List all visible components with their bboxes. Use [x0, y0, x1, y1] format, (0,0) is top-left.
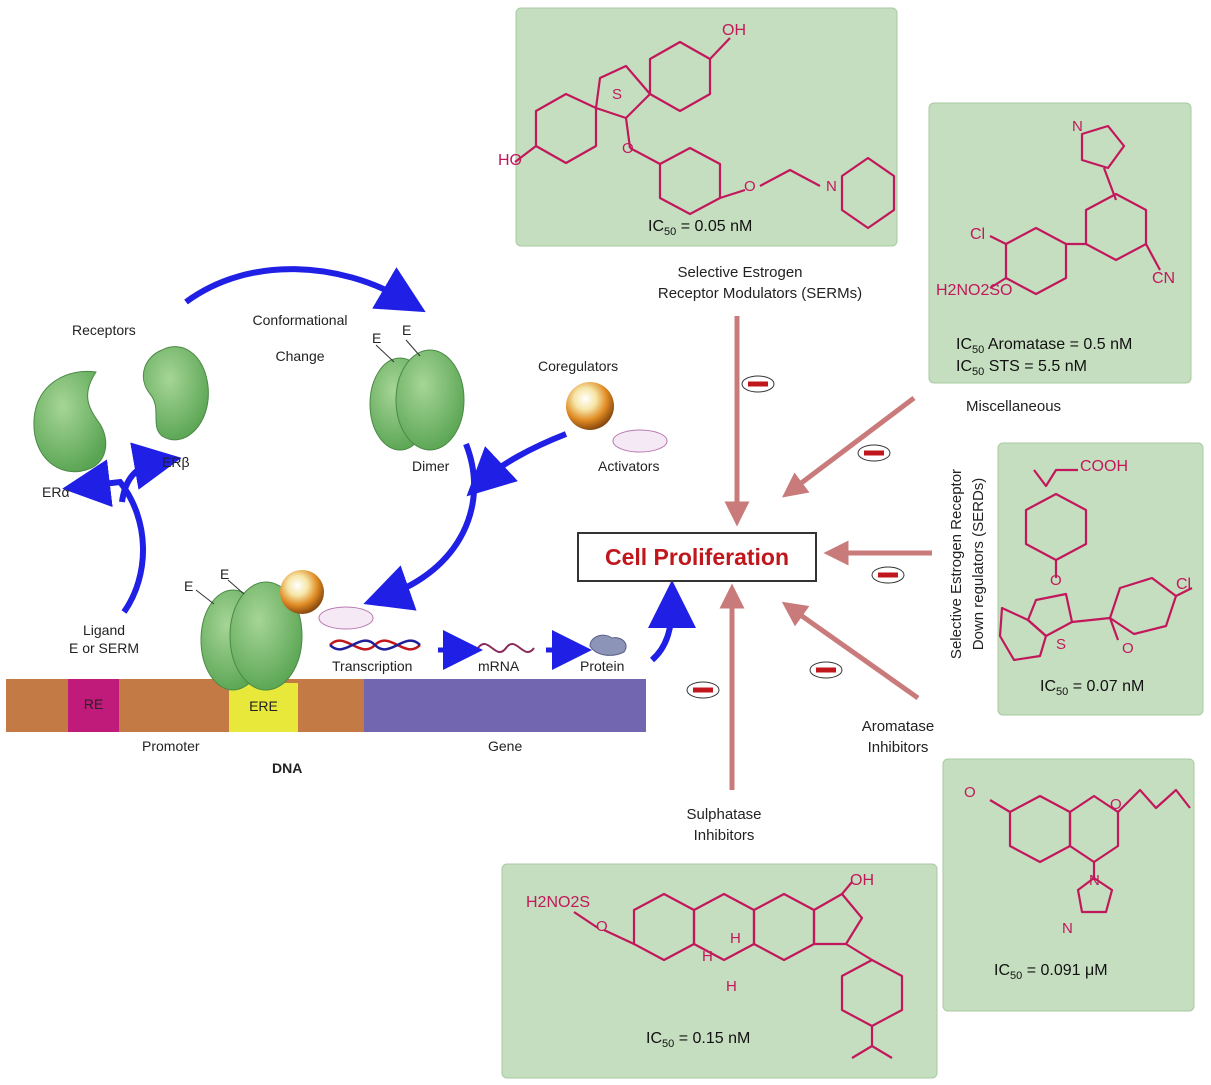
- bound-activator-shape: [318, 606, 374, 630]
- mrna-label: mRNA: [478, 658, 520, 674]
- serd-ic50: IC50 = 0.07 nM: [1040, 678, 1145, 699]
- re-label: RE: [83, 696, 104, 712]
- serm-compound-box: [515, 7, 898, 247]
- chem-n-ai-1: N: [1089, 872, 1100, 889]
- dna-re-segment: [68, 679, 119, 732]
- conformational-label: Conformational: [252, 312, 348, 328]
- chem-o-serd-1: O: [1050, 572, 1062, 589]
- ai-ic50: IC50 = 0.091 μM: [994, 962, 1108, 983]
- chemical-structures: [514, 37, 1193, 1059]
- misc-compound-box: [928, 102, 1192, 384]
- serd-label-line2: Down regulators (SERDs): [970, 477, 987, 651]
- dna-label: DNA: [272, 760, 303, 776]
- chem-h-sulf-3: H: [702, 948, 713, 965]
- inhibition-arrows: [719, 316, 932, 790]
- mrna-icon: [477, 643, 535, 653]
- ere-label: ERE: [249, 698, 278, 714]
- chem-cn-misc: CN: [1152, 270, 1176, 287]
- ai-label-line2: Inhibitors: [867, 739, 929, 756]
- ligand-sub-label: E or SERM: [68, 640, 139, 656]
- activator-shape: [612, 429, 668, 453]
- cell-proliferation-box: Cell Proliferation: [577, 532, 817, 582]
- ai-label-line1: Aromatase: [861, 718, 935, 735]
- misc-ic50-aromatase: IC50 Aromatase = 0.5 nM: [956, 336, 1133, 357]
- chem-o-sulf: O: [596, 918, 608, 935]
- change-label: Change: [275, 348, 325, 364]
- sulf-compound-box: [501, 863, 938, 1079]
- dna-ere-segment: [229, 683, 298, 732]
- er-alpha-shape: [33, 370, 107, 473]
- serm-label-line2: Receptor Modulators (SERMs): [657, 285, 863, 302]
- serm-ic50: IC50 = 0.05 nM: [648, 218, 753, 239]
- sulf-label-line1: Sulphatase: [686, 806, 762, 823]
- coregulators-label: Coregulators: [538, 358, 619, 374]
- ai-compound-box: [942, 758, 1195, 1012]
- gene-label: Gene: [488, 738, 523, 754]
- dna-promoter-bar: [6, 679, 364, 732]
- chem-oh-serm: OH: [722, 22, 746, 39]
- dna-helix-icon: [329, 639, 421, 651]
- chem-cl-serd: Cl: [1176, 576, 1192, 593]
- chem-oh-sulf: OH: [850, 872, 874, 889]
- chem-o-serm-2: O: [744, 178, 756, 195]
- dimer-right: [395, 349, 465, 451]
- dna-gene-bar: [364, 679, 646, 732]
- coregulator-sphere: [566, 382, 614, 430]
- chem-s-serd: S: [1056, 636, 1067, 653]
- er-alpha-label: ERα: [42, 484, 70, 500]
- chem-o-ai-2: O: [1110, 796, 1122, 813]
- er-beta-shape: [142, 346, 209, 441]
- dimer-e-label-2: E: [402, 322, 412, 338]
- chem-ho-serm: HO: [498, 152, 522, 169]
- pathway-arrows: [62, 266, 696, 670]
- bound-dimer-right: [229, 581, 303, 691]
- bound-e-label-1: E: [184, 578, 194, 594]
- misc-ic50-sts: IC50 STS = 5.5 nM: [956, 358, 1087, 379]
- activators-label: Activators: [598, 458, 660, 474]
- chem-n-serm: N: [826, 178, 837, 195]
- protein-label: Protein: [580, 658, 625, 674]
- sulf-label-line2: Inhibitors: [693, 827, 755, 844]
- chem-sulfamate-sulf: H2NO2S: [526, 894, 591, 911]
- bound-coregulator-sphere: [280, 570, 324, 614]
- ligand-label: Ligand: [82, 622, 126, 638]
- sulf-ic50: IC50 = 0.15 nM: [646, 1030, 751, 1051]
- dimer-label: Dimer: [412, 458, 450, 474]
- chem-o-serd-2: O: [1122, 640, 1134, 657]
- chem-h-sulf-2: H: [726, 978, 737, 995]
- inhibition-badges: [686, 375, 905, 699]
- chem-sulfamate-misc: H2NO2SO: [936, 282, 1013, 299]
- chem-o-serm-1: O: [622, 140, 634, 157]
- dimer-e-label-1: E: [372, 330, 382, 346]
- transcription-label: Transcription: [332, 658, 413, 674]
- er-beta-label: ERβ: [162, 454, 190, 470]
- chem-h-sulf-1: H: [730, 930, 741, 947]
- receptors-label: Receptors: [72, 322, 136, 338]
- serd-label-line1: Selective Estrogen Receptor: [948, 468, 965, 660]
- chem-n-ai-2: N: [1062, 920, 1073, 937]
- serm-label-line1: Selective Estrogen: [677, 264, 803, 281]
- chem-o-ai-1: O: [964, 784, 976, 801]
- serd-compound-box: [997, 442, 1204, 716]
- misc-label: Miscellaneous: [966, 398, 1062, 415]
- protein-icon: [589, 634, 627, 656]
- promoter-label: Promoter: [142, 738, 200, 754]
- chem-n-misc: N: [1072, 118, 1083, 135]
- bound-e-label-2: E: [220, 566, 230, 582]
- chem-cooh-serd: COOH: [1080, 458, 1128, 475]
- chem-cl-misc: Cl: [970, 226, 986, 243]
- chem-s-serm: S: [612, 86, 623, 103]
